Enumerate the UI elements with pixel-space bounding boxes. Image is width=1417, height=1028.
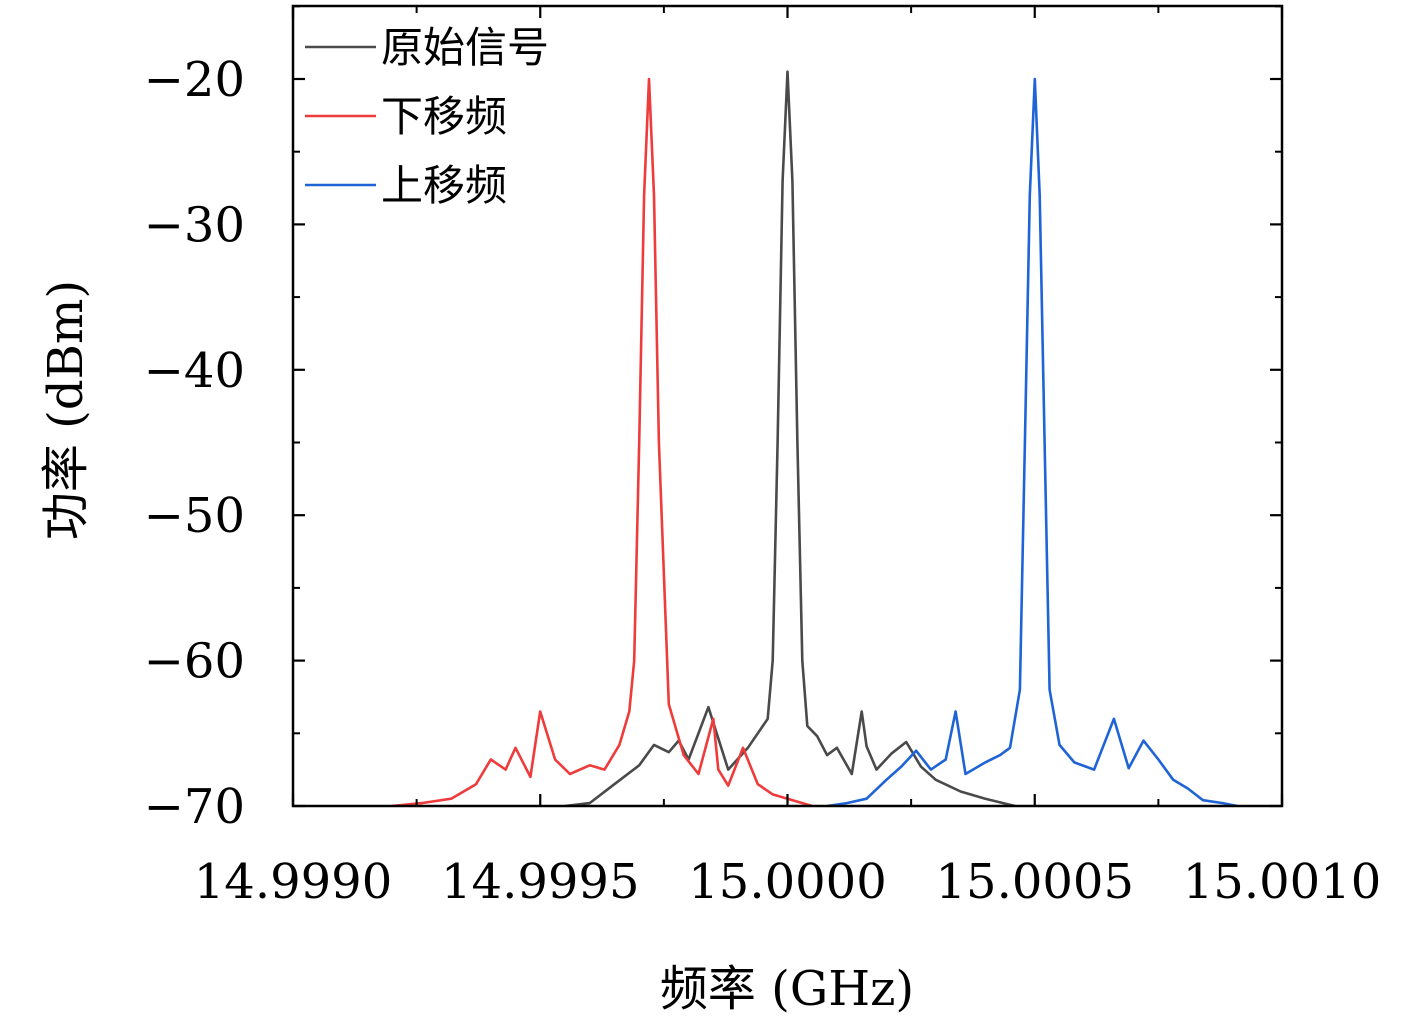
y-tick-label: −20	[144, 52, 245, 108]
series-line-2	[826, 77, 1238, 806]
y-tick-label: −70	[144, 779, 245, 835]
x-tick-label: 14.9995	[441, 854, 640, 910]
x-tick-label: 15.0010	[1183, 854, 1382, 910]
legend-label-2: 上移频	[381, 161, 507, 210]
x-tick-label: 15.0000	[688, 854, 887, 910]
legend-label-1: 下移频	[381, 92, 507, 141]
x-tick-label: 15.0005	[936, 854, 1135, 910]
series-layer	[391, 70, 1238, 806]
x-tick-label: 14.9990	[194, 854, 393, 910]
y-tick-label: −30	[144, 197, 245, 253]
y-tick-label: −50	[144, 488, 245, 544]
ticks-layer: 14.9990 14.9995 15.0000 15.0005 15.0010 −20 −3…	[144, 5, 1382, 910]
series-line-1	[391, 77, 813, 806]
x-axis-title: 频率 (GHz)	[660, 961, 914, 1017]
legend-label-0: 原始信号	[381, 23, 549, 72]
y-tick-label: −60	[144, 634, 245, 690]
y-axis-title: 功率 (dBm)	[38, 280, 94, 540]
series-line-0	[564, 70, 1016, 806]
y-tick-label: −40	[144, 343, 245, 399]
